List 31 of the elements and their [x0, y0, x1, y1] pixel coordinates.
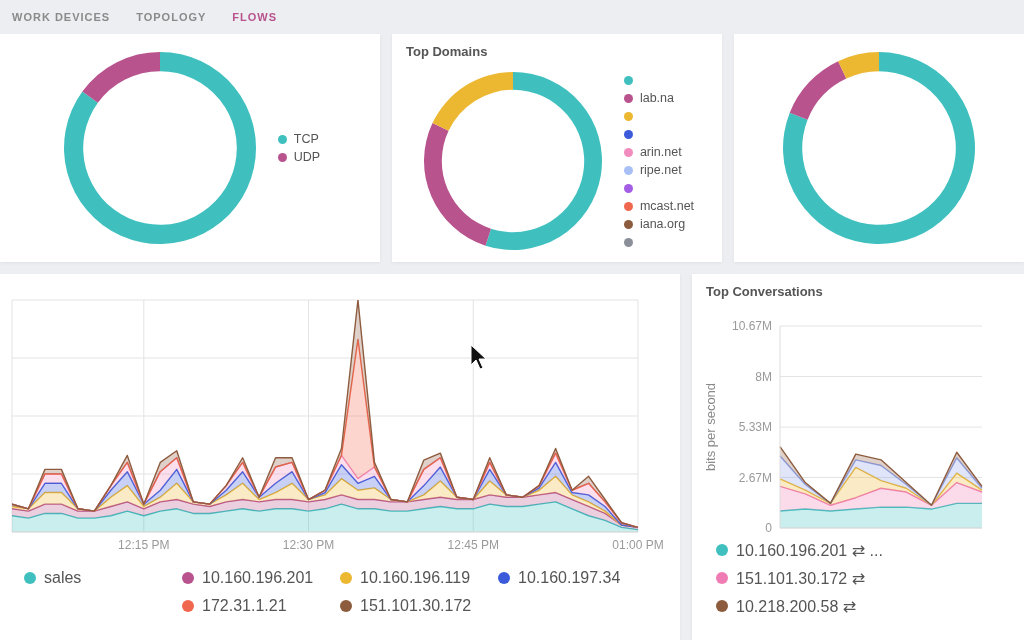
y-tick-label: 0	[765, 521, 773, 536]
legend-label: ripe.net	[639, 163, 682, 177]
y-tick-label: 10.67M	[731, 319, 772, 334]
x-tick-label: 01:00 PM	[612, 537, 664, 552]
legend-label: mcast.net	[639, 199, 695, 213]
legend-label: 10.160.196.201 ⇄ ...	[736, 540, 883, 560]
legend-label: lab.na	[639, 91, 674, 105]
legend-label: UDP	[293, 150, 321, 164]
legend-label: sales	[44, 569, 82, 587]
chart-title: Top Domains	[405, 43, 489, 60]
chart-title: Top Conversations	[705, 283, 824, 300]
legend-label: 10.218.200.58 ⇄	[736, 596, 857, 616]
legend-label: 172.31.1.21	[202, 597, 287, 615]
legend-label: arin.net	[639, 145, 682, 159]
legend-label: TCP	[293, 132, 319, 146]
legend-label: 10.160.197.34	[518, 569, 621, 587]
x-tick-label: 12:45 PM	[447, 537, 499, 552]
y-tick-label: 8M	[755, 369, 772, 384]
text: FLOWS	[232, 11, 278, 23]
text: WORK DEVICES	[12, 11, 111, 23]
x-tick-label: 12:30 PM	[282, 537, 335, 552]
legend-label: 151.101.30.172	[360, 597, 472, 615]
legend-label: 10.160.196.201	[202, 569, 314, 587]
text: TOPOLOGY	[136, 11, 207, 23]
legend-label: 10.160.196.119	[360, 569, 471, 587]
y-axis-title: bits per second	[702, 382, 718, 472]
x-tick-label: 12:15 PM	[118, 537, 170, 552]
y-tick-label: 5.33M	[738, 420, 772, 435]
legend-label: iana.org	[639, 217, 686, 231]
legend-label: 151.101.30.172 ⇄	[736, 568, 866, 588]
y-tick-label: 2.67M	[738, 470, 772, 485]
